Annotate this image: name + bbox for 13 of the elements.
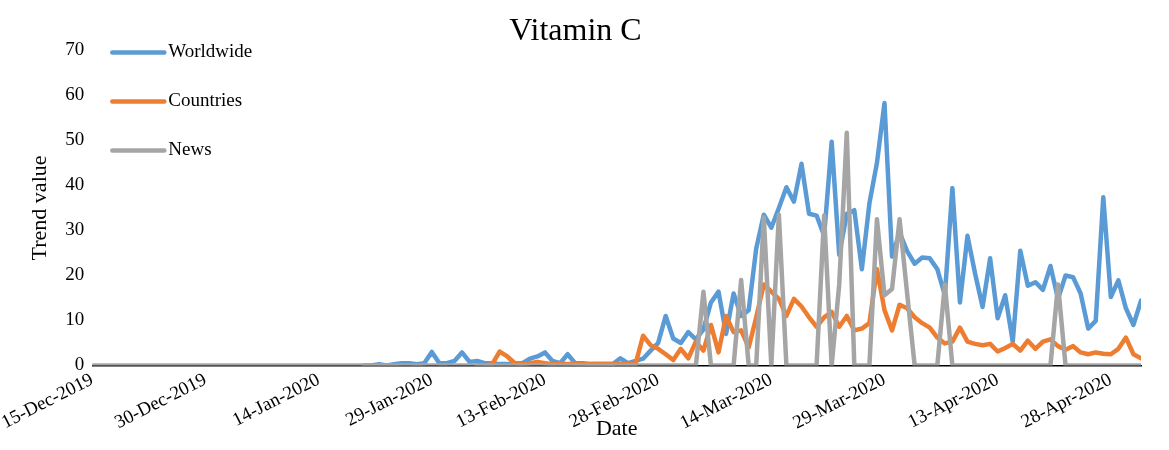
y-tick-label: 70 — [65, 38, 85, 60]
y-tick-label: 60 — [65, 83, 85, 105]
y-tick-label: 20 — [65, 263, 85, 285]
chart-title: Vitamin C — [509, 10, 642, 47]
y-tick-label: 10 — [65, 308, 85, 330]
legend-label: Worldwide — [168, 40, 253, 62]
y-tick-label: 0 — [74, 353, 85, 375]
y-tick-label: 50 — [65, 128, 85, 150]
legend-label: Countries — [168, 89, 243, 111]
y-axis-title: Trend value — [25, 155, 51, 261]
y-tick-label: 40 — [65, 173, 85, 195]
legend-label: News — [168, 138, 212, 160]
y-tick-label: 30 — [65, 218, 85, 240]
